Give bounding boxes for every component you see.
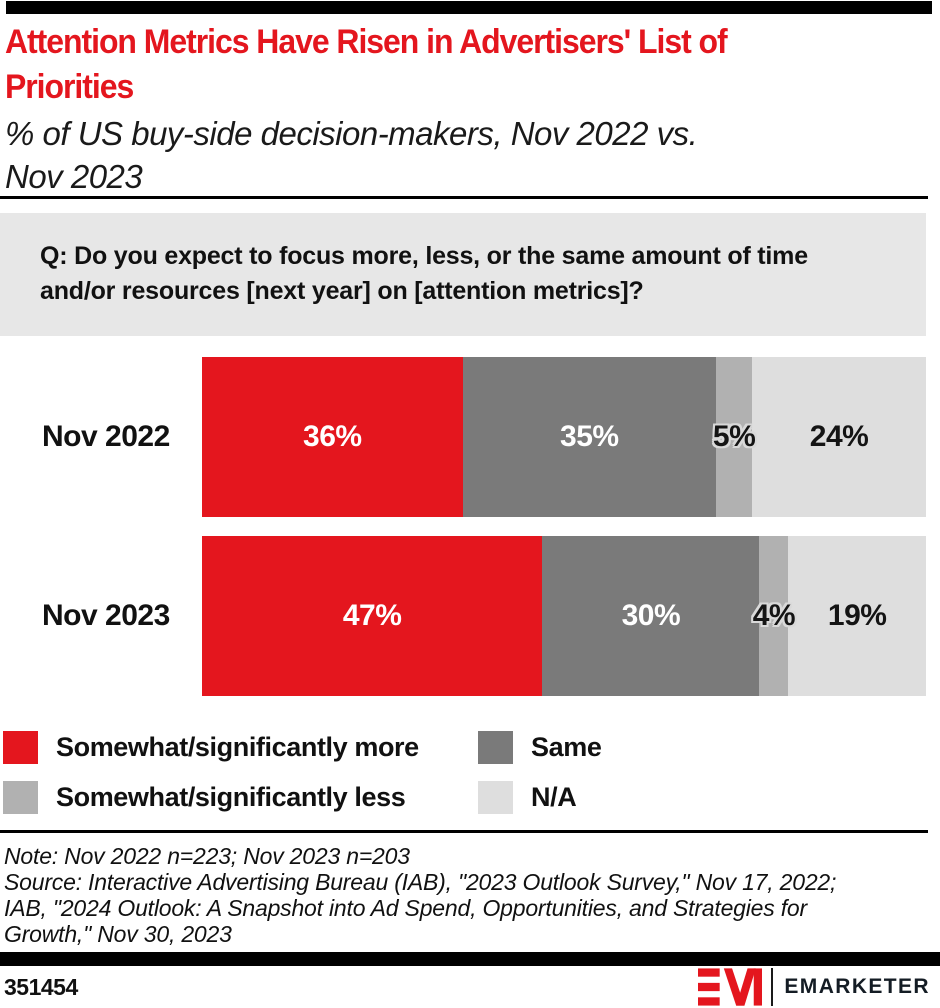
bar-track: 36% 35% 5% 24% — [202, 357, 926, 517]
header-divider — [0, 196, 928, 199]
bar-segment: 35% — [462, 357, 717, 517]
bar-segment-label: 35% — [560, 420, 619, 453]
source-text-line: IAB, "2024 Outlook: A Snapshot into Ad S… — [4, 895, 807, 921]
bar-segment-label: 36% — [303, 420, 362, 453]
legend-label: Somewhat/significantly more — [56, 732, 419, 762]
source-text-line: Source: Interactive Advertising Bureau (… — [4, 869, 837, 895]
question-box: Q: Do you expect to focus more, less, or… — [0, 213, 926, 336]
bar-track: 47% 30% 4% 19% — [202, 536, 926, 696]
legend-swatch — [478, 781, 513, 814]
stacked-bar-chart: Nov 2022 36% 35% 5% 24% Nov 2023 47% 30% 4% 19% — [0, 357, 926, 715]
legend-item: Somewhat/significantly more — [3, 731, 478, 764]
legend-item: Same — [478, 731, 928, 764]
chart-subtitle: % of US buy-side decision-makers, Nov 20… — [5, 112, 698, 198]
brand-name: EMARKETER — [784, 975, 930, 998]
bar-row: Nov 2022 36% 35% 5% 24% — [0, 357, 926, 517]
question-line: Q: Do you expect to focus more, less, or… — [40, 242, 808, 270]
legend-swatch — [3, 781, 38, 814]
note-block: Note: Nov 2022 n=223; Nov 2023 n=203 Sou… — [4, 843, 934, 947]
bar-segment: 36% — [202, 357, 463, 517]
bar-segment-label: 19% — [827, 599, 887, 632]
bar-row-label: Nov 2023 — [42, 599, 170, 632]
legend-label: Somewhat/significantly less — [56, 782, 406, 812]
question-line: and/or resources [next year] on [attenti… — [40, 277, 644, 305]
bar-segment: 30% — [542, 536, 760, 696]
emarketer-logo: EMARKETER — [698, 968, 930, 1006]
bar-segment-label: 47% — [342, 599, 402, 632]
logo-divider — [771, 968, 774, 1006]
bar-segment: 47% — [202, 536, 543, 696]
chart-title-line: Priorities — [5, 68, 134, 106]
bar-segment: 5% — [712, 357, 756, 517]
footer: 351454 EMARKETER — [0, 966, 940, 1008]
footer-divider — [0, 830, 928, 833]
chart-subtitle-line: % of US buy-side decision-makers, Nov 20… — [5, 115, 698, 152]
chart-id: 351454 — [4, 973, 78, 1000]
bar-segment: 24% — [752, 357, 926, 517]
bar-row: Nov 2023 47% 30% 4% 19% — [0, 536, 926, 696]
legend-label: Same — [531, 732, 602, 762]
chart-subtitle-line: Nov 2023 — [5, 158, 143, 195]
legend-item: N/A — [478, 781, 928, 814]
bar-segment: 4% — [753, 536, 796, 696]
legend-swatch — [478, 731, 513, 764]
note-text: Note: Nov 2022 n=223; Nov 2023 n=203 — [4, 843, 410, 869]
bar-segment-label: 30% — [621, 599, 681, 632]
bar-segment-label: 5% — [712, 420, 756, 453]
bar-segment-label: 24% — [809, 420, 869, 453]
top-bar — [6, 1, 932, 14]
legend-item: Somewhat/significantly less — [3, 781, 478, 814]
bottom-bar — [0, 952, 940, 966]
chart-title: Attention Metrics Have Risen in Advertis… — [5, 20, 773, 110]
bar-segment: 19% — [788, 536, 926, 696]
em-monogram-icon — [698, 968, 763, 1006]
legend-label: N/A — [531, 782, 577, 812]
legend: Somewhat/significantly more Same Somewhat/… — [3, 731, 928, 814]
legend-swatch — [3, 731, 38, 764]
chart-title-line: Attention Metrics Have Risen in Advertis… — [5, 23, 728, 61]
source-text-line: Growth," Nov 30, 2023 — [4, 921, 232, 947]
bar-segment-label: 4% — [752, 599, 796, 632]
bar-row-label: Nov 2022 — [42, 420, 170, 453]
